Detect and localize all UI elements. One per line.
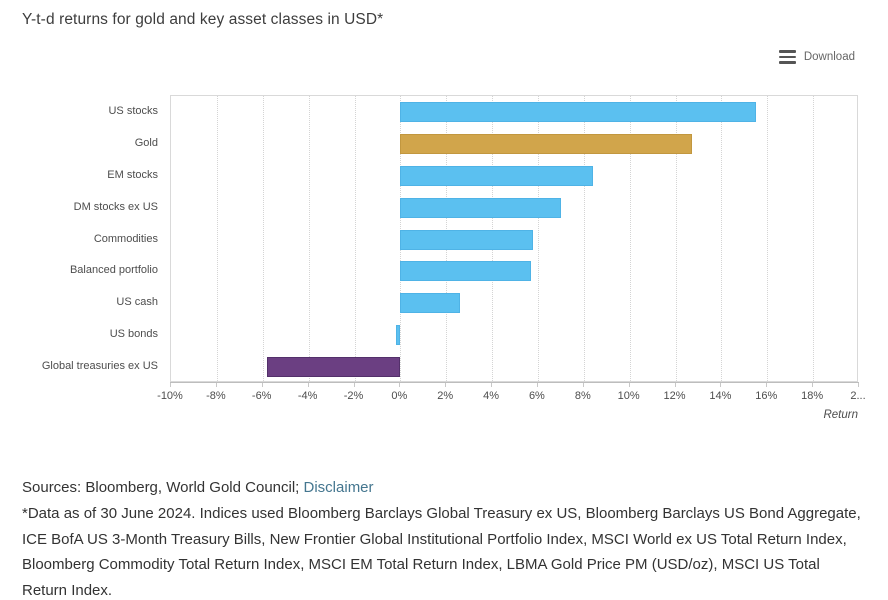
- gridline: [721, 96, 723, 381]
- sources-line: Sources: Bloomberg, World Gold Council; …: [22, 475, 868, 501]
- bar-gold[interactable]: [400, 133, 692, 154]
- x-tick-label: -4%: [297, 390, 318, 402]
- category-label: US bonds: [109, 328, 158, 341]
- x-tick-label: -8%: [206, 390, 226, 402]
- x-tick-label: 14%: [709, 390, 732, 402]
- category-label: US cash: [116, 296, 158, 309]
- bar-global-treasuries-ex-us[interactable]: [267, 357, 401, 378]
- tick-mark: [353, 383, 355, 387]
- category-label: Balanced portfolio: [69, 264, 158, 277]
- bar-em-stocks[interactable]: [400, 165, 593, 186]
- hamburger-menu-icon: [778, 50, 796, 64]
- category-label: Global treasuries ex US: [41, 360, 158, 373]
- x-axis-line: [170, 382, 859, 383]
- x-tick-label: 12%: [663, 390, 686, 402]
- gridline: [262, 96, 264, 381]
- bar-commodities[interactable]: [400, 229, 534, 250]
- tick-mark: [170, 383, 171, 387]
- chart-footer: Sources: Bloomberg, World Gold Council; …: [22, 475, 868, 600]
- x-tick-label: -10%: [157, 390, 183, 402]
- tick-mark: [858, 383, 859, 387]
- bar-us-stocks[interactable]: [400, 101, 756, 122]
- tick-mark: [720, 383, 722, 387]
- x-axis-title: Return: [823, 409, 858, 421]
- x-tick-label: -6%: [251, 390, 272, 402]
- bar-dm-stocks-ex-us[interactable]: [400, 197, 561, 218]
- category-label: Commodities: [93, 232, 158, 245]
- footnote-line: Bloomberg Commodity Total Return Index, …: [22, 556, 820, 573]
- gridline: [537, 96, 539, 381]
- tick-mark: [307, 383, 309, 387]
- footnote-line: *Data as of 30 June 2024. Indices used B…: [22, 505, 861, 522]
- gridline: [629, 96, 631, 381]
- gridline: [216, 96, 218, 381]
- tick-mark: [445, 383, 447, 387]
- download-button-label: Download: [803, 50, 855, 63]
- category-label: Gold: [134, 136, 158, 149]
- tick-mark: [674, 383, 676, 387]
- gridline: [308, 96, 310, 381]
- x-tick-label: 2...: [850, 390, 866, 402]
- x-tick-label: 4%: [483, 390, 500, 402]
- category-label: DM stocks ex US: [73, 200, 158, 213]
- footnote-line: Return Index.: [22, 581, 113, 599]
- tick-mark: [215, 383, 217, 387]
- plot-area: [170, 95, 858, 382]
- tick-mark: [628, 383, 630, 387]
- gridline: [354, 96, 356, 381]
- x-tick-label: 10%: [617, 390, 640, 402]
- tick-mark: [766, 383, 768, 387]
- category-label: US stocks: [108, 104, 158, 117]
- x-tick-label: 2%: [437, 390, 454, 402]
- bar-us-cash[interactable]: [400, 293, 460, 314]
- x-tick-label: 16%: [755, 390, 778, 402]
- sources-text: Sources: Bloomberg, World Gold Council;: [22, 479, 304, 496]
- download-button[interactable]: Download: [778, 50, 855, 64]
- gridline: [767, 96, 769, 381]
- x-tick-label: 8%: [574, 390, 591, 402]
- bar-balanced-portfolio[interactable]: [400, 261, 531, 282]
- tick-mark: [261, 383, 263, 387]
- gridline: [583, 96, 585, 381]
- x-tick-label: 18%: [801, 390, 824, 402]
- x-tick-label: 0%: [391, 390, 408, 402]
- category-label: EM stocks: [107, 168, 158, 181]
- gridline: [813, 96, 815, 381]
- tick-mark: [582, 383, 584, 387]
- bar-us-bonds[interactable]: [395, 325, 401, 346]
- page-title: Y-t-d returns for gold and key asset cla…: [22, 11, 384, 28]
- tick-mark: [536, 383, 538, 387]
- tick-mark: [812, 383, 814, 387]
- x-tick-label: -2%: [343, 390, 364, 402]
- gridline: [675, 96, 677, 381]
- tick-mark: [491, 383, 493, 387]
- x-tick-label: 6%: [528, 390, 545, 402]
- tick-mark: [399, 383, 401, 387]
- disclaimer-link[interactable]: Disclaimer: [303, 479, 374, 496]
- footnote-line: ICE BofA US 3-Month Treasury Bills, New …: [22, 530, 847, 548]
